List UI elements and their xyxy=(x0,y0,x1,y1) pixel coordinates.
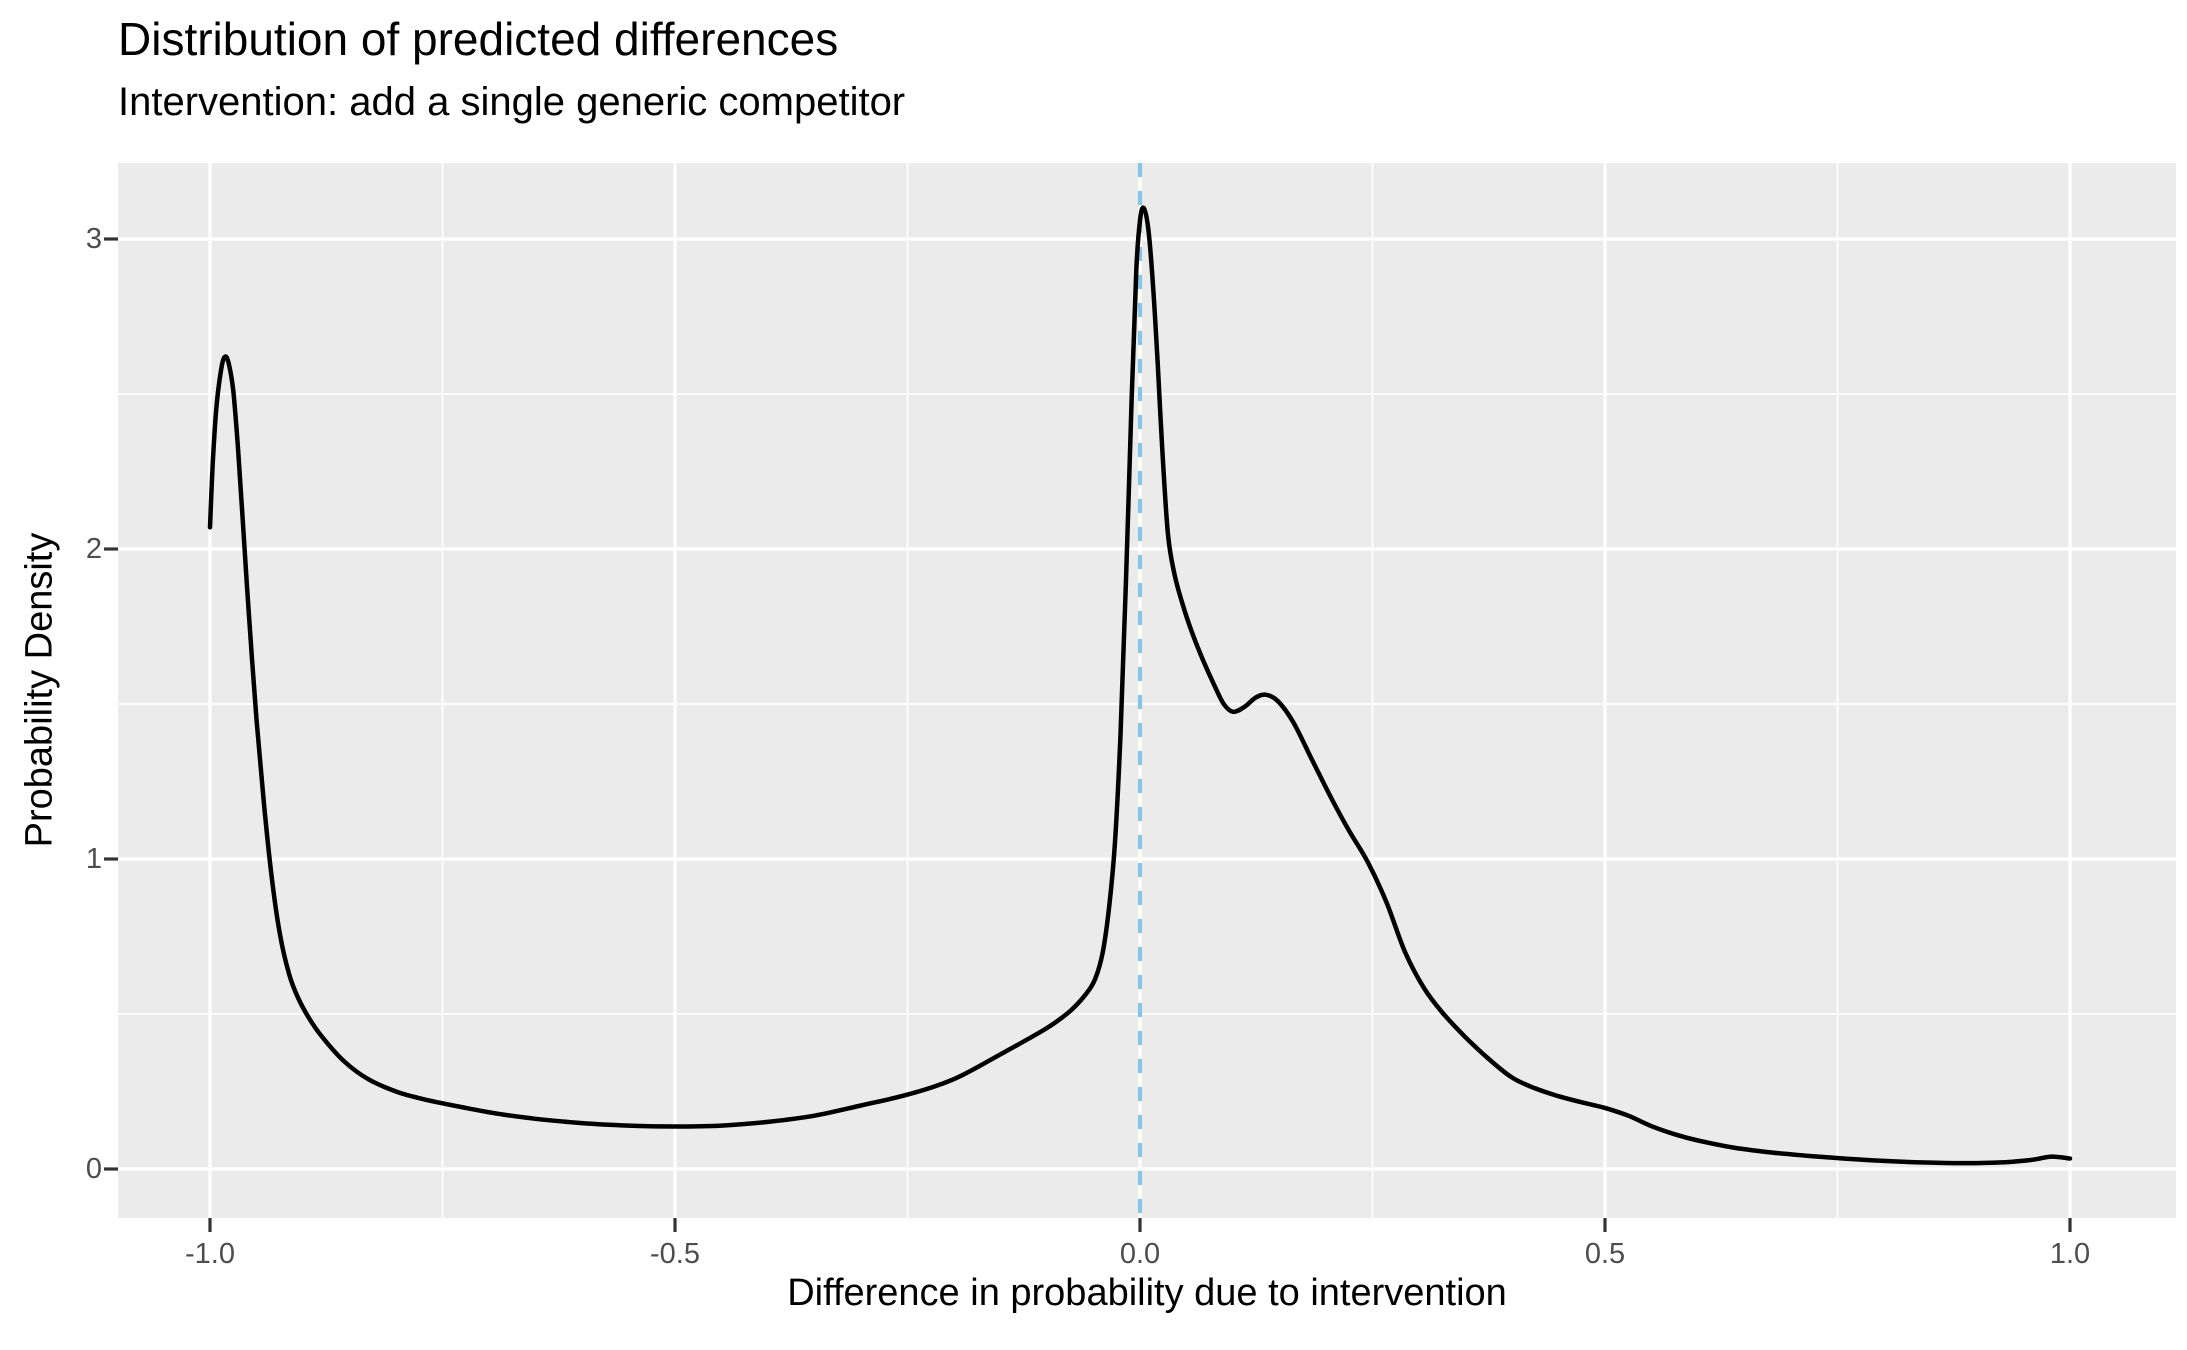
x-axis-title: Difference in probability due to interve… xyxy=(787,1272,1507,1314)
x-tick-label: -0.5 xyxy=(650,1238,700,1270)
y-tick-label: 1 xyxy=(85,843,102,875)
x-tick-label: 1.0 xyxy=(2049,1238,2091,1270)
y-axis-title: Probability Density xyxy=(18,532,61,848)
y-tick-label: 2 xyxy=(85,533,102,565)
x-tick-label: 0.5 xyxy=(1584,1238,1626,1270)
x-tick-label: 0.0 xyxy=(1119,1238,1161,1270)
y-tick-label: 0 xyxy=(85,1153,102,1185)
panel-background xyxy=(118,163,2176,1218)
density-curve xyxy=(207,205,2073,1166)
chart-title: Distribution of predicted differences xyxy=(118,13,839,65)
chart-subtitle: Intervention: add a single generic compe… xyxy=(118,80,906,124)
y-tick-label: 3 xyxy=(85,223,102,255)
x-tick-label: -1.0 xyxy=(185,1238,235,1270)
